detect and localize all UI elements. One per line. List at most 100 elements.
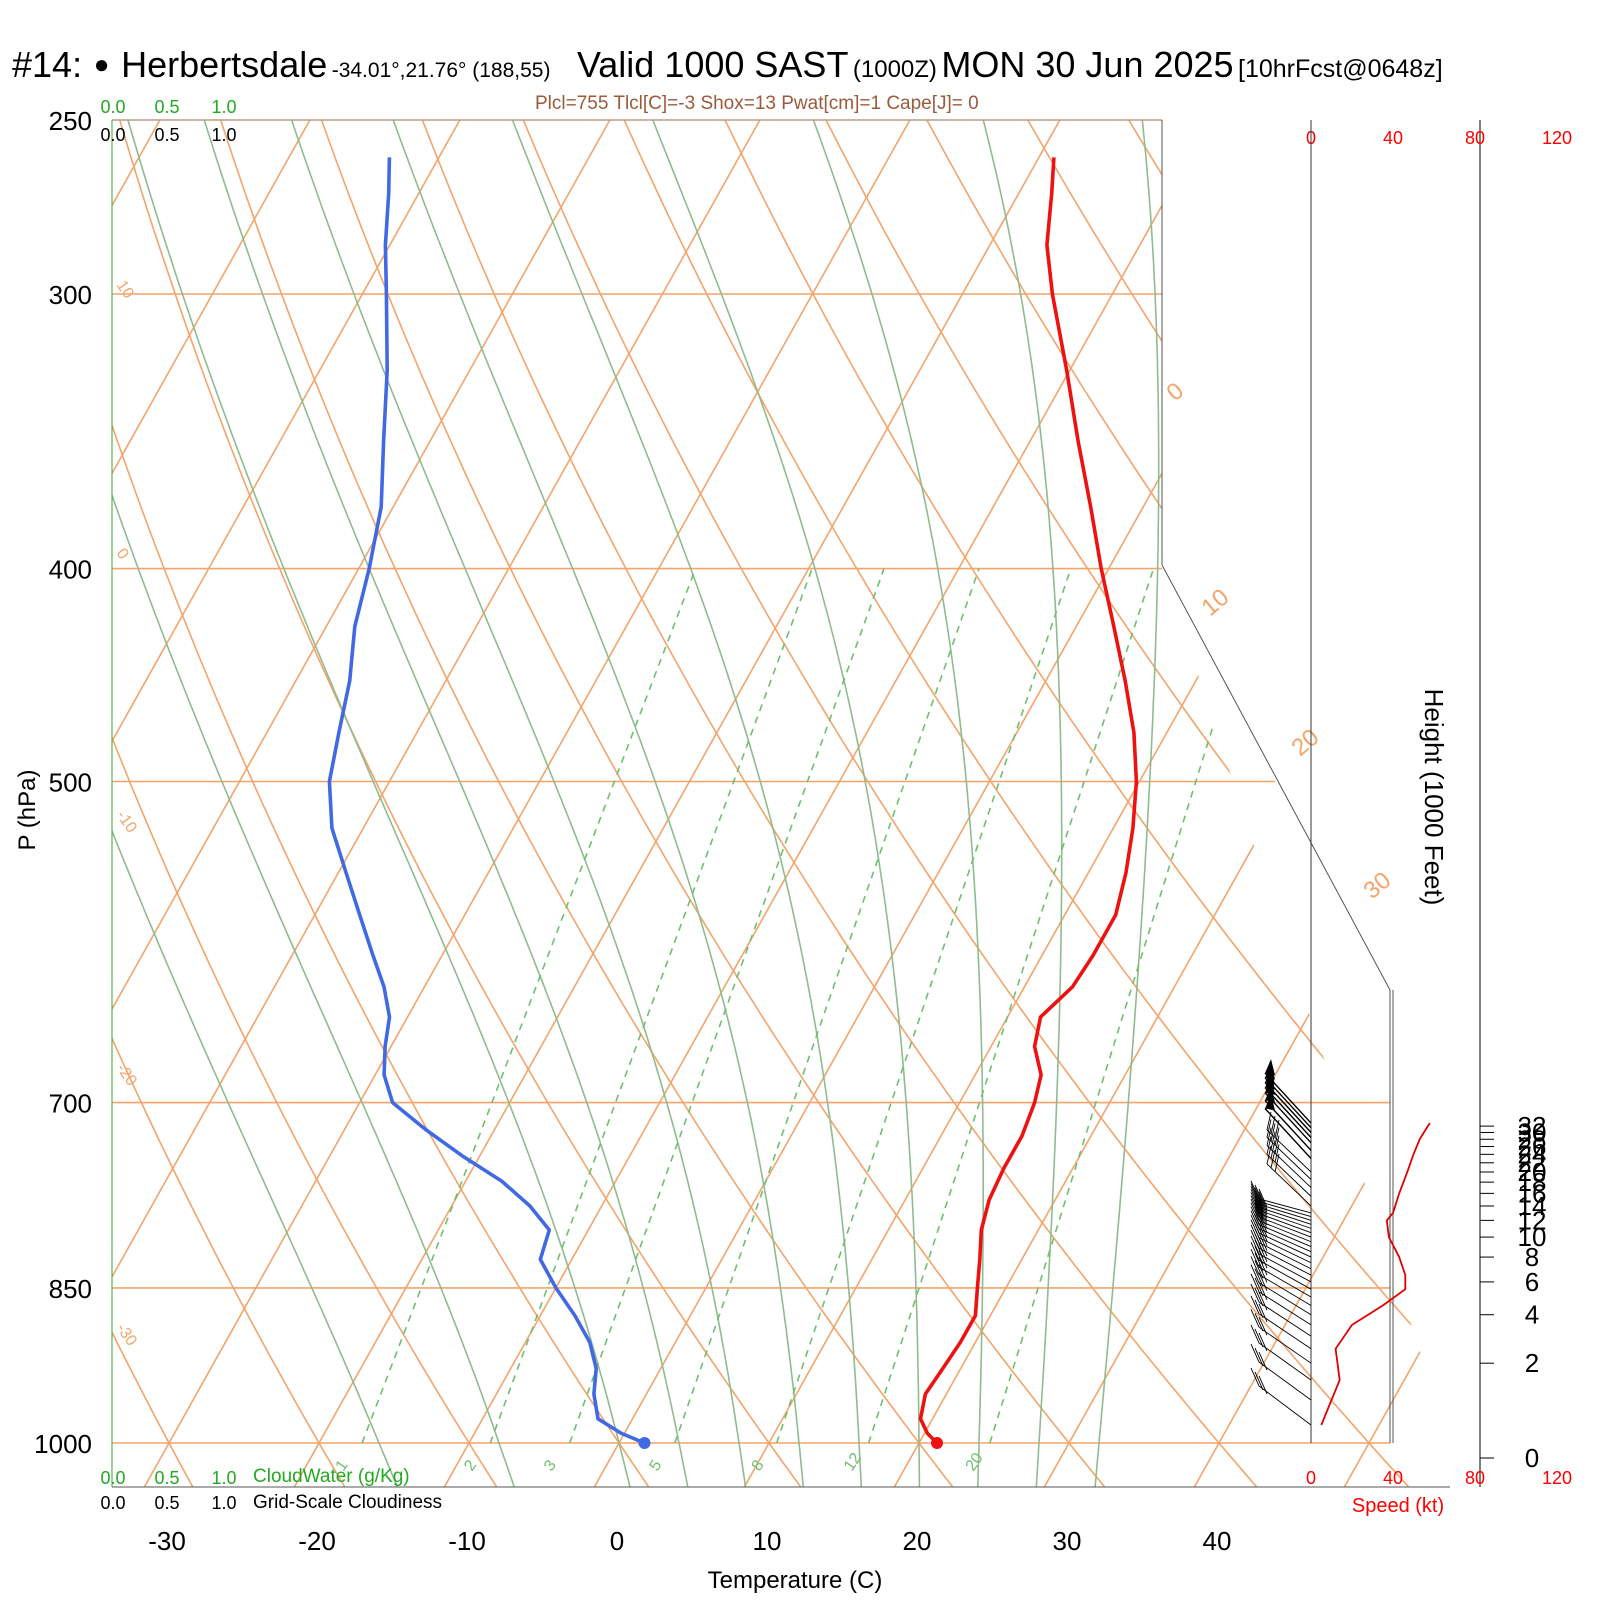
pressure-tick-label: 500: [49, 768, 92, 798]
cloudwater-scale-bottom: 0.5: [154, 1468, 179, 1488]
cloudwater-scale-top: 1.0: [211, 97, 236, 117]
moist-adiabat: [972, 120, 1063, 1487]
height-tick-label: 24: [1518, 1139, 1547, 1169]
wind-barb: [1258, 1228, 1312, 1253]
height-tick-label: 8: [1525, 1242, 1539, 1272]
dry-adiabat: [112, 120, 200, 1487]
moist-adiabat: [277, 120, 748, 1487]
height-tick-label: 2: [1525, 1348, 1539, 1378]
wind-barb-pennant: [1265, 1059, 1275, 1076]
mixing-ratio-labels: 1 2 3 5 8 12 20: [333, 1450, 987, 1474]
wind-barb: [1258, 1220, 1312, 1243]
wind-barb-feather: [1254, 1206, 1264, 1225]
wind-barb: [1258, 1224, 1312, 1248]
wind-speed-line: [1320, 1122, 1431, 1426]
wind-barb-feather: [1250, 1189, 1260, 1208]
wind-barb: [1264, 1072, 1312, 1124]
isotherm-line: [1343, 120, 1450, 1487]
wind-barb-feather: [1254, 1299, 1264, 1318]
moist-adiabat: [636, 120, 921, 1487]
height-tick-label: 26: [1518, 1132, 1547, 1162]
forecast-tag: [10hrFcst@0648z]: [1238, 55, 1443, 83]
wind-barb-feather: [1250, 1343, 1260, 1363]
speed-tick-bottom: 0: [1306, 1468, 1316, 1488]
speed-tick-bottom: 80: [1465, 1468, 1485, 1488]
wind-barb-feather: [1254, 1245, 1264, 1265]
wind-barb-feather: [1250, 1202, 1260, 1221]
wind-barb-feather: [1250, 1219, 1260, 1238]
isotherm-line: [0, 120, 10, 1487]
mixing-ratio-label: 5: [646, 1457, 665, 1474]
cloudwater-scale-top: 0.0: [100, 97, 125, 117]
wind-barb-feather: [1270, 1131, 1276, 1150]
mixing-ratio-label: 8: [749, 1457, 768, 1474]
pressure-tick-label: 400: [49, 555, 92, 585]
wind-barb-feather: [1254, 1313, 1264, 1332]
moist-adiabat: [798, 120, 984, 1487]
wind-barb: [1258, 1213, 1312, 1234]
dry-adiabat: [307, 120, 1115, 1487]
wind-barb: [1258, 1209, 1312, 1229]
wind-barb-feather: [1250, 1224, 1260, 1243]
pressure-tick-label: 700: [49, 1089, 92, 1119]
wind-barb-feather: [1250, 1183, 1260, 1202]
cloudwater-label: CloudWater (g/Kg): [253, 1466, 410, 1487]
isotherm-label-right: 0: [1162, 377, 1190, 406]
wind-barb-feather: [1250, 1235, 1260, 1255]
dry-adiabat: [406, 120, 1268, 1487]
wind-barb-feather: [1250, 1283, 1260, 1303]
wind-barb: [1266, 1145, 1312, 1188]
dry-adiabat: [705, 120, 1450, 1487]
wind-barbs: [1250, 1059, 1312, 1426]
pressure-tick-label: 850: [49, 1274, 92, 1304]
wind-barb-feather: [1254, 1277, 1264, 1297]
wind-barb-feather: [1250, 1206, 1260, 1225]
wind-barb-feather: [1258, 1281, 1268, 1301]
wind-barb: [1258, 1266, 1312, 1298]
cloudwater-scale-top: 0.5: [154, 97, 179, 117]
height-tick-label: 14: [1518, 1191, 1547, 1221]
wind-barb-feather: [1258, 1291, 1268, 1311]
wind-barb-feather: [1274, 1135, 1280, 1154]
wind-barb: [1264, 1092, 1312, 1144]
isotherm-label-right: 20: [1287, 724, 1325, 762]
stability-indices: Plcl=755 Tlcl[C]=-3 Shox=13 Pwat[cm]=1 C…: [535, 93, 979, 114]
mixing-ratio-label: 12: [841, 1450, 865, 1474]
speed-tick-top: 80: [1465, 128, 1485, 148]
wind-barb-feather: [1254, 1328, 1264, 1348]
temperature-tick-label: -10: [448, 1526, 486, 1556]
wind-barb: [1266, 1137, 1312, 1180]
mixing-ratio-line: [989, 568, 1263, 1444]
wind-barb: [1266, 1154, 1312, 1197]
wind-barb-feather: [1258, 1191, 1268, 1210]
speed-tick-bottom: 40: [1383, 1468, 1403, 1488]
surface-temperature-marker: [931, 1437, 943, 1449]
wind-barb-feather: [1250, 1210, 1260, 1229]
dry-adiabat: [1505, 81, 1600, 1499]
cloudwater-scale-bottom: 1.0: [211, 1468, 236, 1488]
wind-barb-feather: [1254, 1199, 1264, 1218]
mixing-ratio-line: [775, 568, 1072, 1444]
wind-barb-feather: [1250, 1309, 1260, 1328]
dry-adiabat: [112, 120, 658, 1487]
pressure-tick-label: 250: [49, 106, 92, 136]
height-tick-label: 10: [1518, 1222, 1547, 1252]
cloudiness-scale-bottom: 1.0: [211, 1493, 236, 1513]
height-tick-label: 16: [1518, 1178, 1547, 1208]
wind-barb-feather: [1254, 1268, 1264, 1287]
temperature-profile-line: [918, 157, 1139, 1445]
wind-barb: [1266, 1163, 1312, 1207]
cloudiness-scale-top: 0.0: [100, 125, 125, 145]
valid-time: Valid 1000 SAST: [576, 44, 849, 85]
temperature-tick-label: 0: [610, 1526, 624, 1556]
wind-barb-feather: [1274, 1127, 1280, 1146]
isotherm-line: [743, 120, 1450, 1487]
wind-barb: [1258, 1342, 1312, 1381]
wind-barb: [1258, 1253, 1312, 1283]
isotherm-line: [112, 120, 461, 1487]
mixing-ratio-line: [361, 568, 697, 1444]
height-tick-label: 12: [1518, 1205, 1547, 1235]
wind-barb: [1258, 1313, 1312, 1350]
wind-barb: [1264, 1087, 1312, 1138]
